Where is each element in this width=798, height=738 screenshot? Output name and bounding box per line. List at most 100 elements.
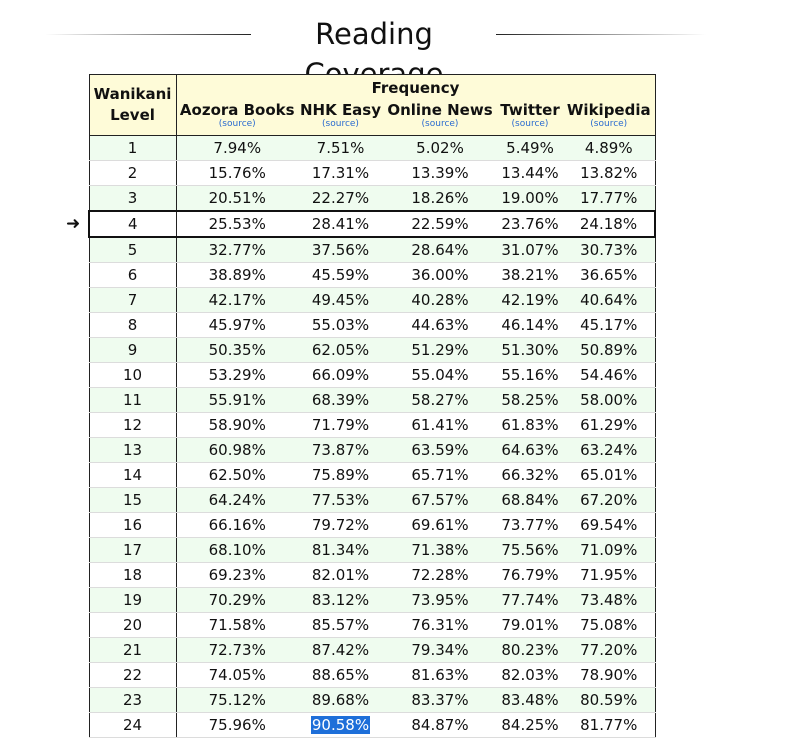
coverage-value: 30.73% [580, 241, 638, 259]
coverage-value: 72.28% [411, 566, 469, 584]
table-row: 19 70.29% 83.12% 73.95% 77.74% 73.48% [88, 587, 656, 613]
coverage-cell: 80.23% [497, 637, 563, 663]
coverage-cell: 40.64% [563, 287, 656, 313]
coverage-value: 66.09% [311, 366, 370, 384]
coverage-cell: 7.51% [298, 135, 383, 161]
coverage-value: 45.17% [580, 316, 638, 334]
coverage-cell: 44.63% [383, 312, 497, 338]
source-link[interactable]: (source) [511, 119, 549, 129]
coverage-value: 32.77% [208, 241, 266, 259]
coverage-cell: 74.05% [176, 662, 298, 688]
coverage-cell: 58.90% [176, 412, 298, 438]
source-header-online-news: Online News (source) [383, 101, 497, 136]
source-link[interactable]: (source) [218, 119, 256, 129]
coverage-cell: 13.44% [497, 160, 563, 186]
coverage-value: 71.79% [311, 416, 370, 434]
coverage-value: 54.46% [580, 366, 638, 384]
coverage-cell: 15.76% [176, 160, 298, 186]
coverage-value: 17.77% [580, 189, 638, 207]
coverage-value: 13.39% [411, 164, 469, 182]
table-row: 17 68.10% 81.34% 71.38% 75.56% 71.09% [88, 537, 656, 563]
coverage-cell: 77.74% [497, 587, 563, 613]
coverage-value: 60.98% [208, 441, 266, 459]
coverage-value: 67.57% [411, 491, 469, 509]
coverage-value: 61.29% [580, 416, 638, 434]
source-link[interactable]: (source) [322, 119, 359, 129]
coverage-cell: 38.89% [176, 262, 298, 288]
coverage-value: 64.63% [501, 441, 559, 459]
coverage-cell: 61.41% [383, 412, 497, 438]
coverage-value: 42.19% [501, 291, 559, 309]
coverage-cell: 82.01% [298, 562, 383, 588]
coverage-value: 64.24% [208, 491, 266, 509]
source-name: Wikipedia [566, 101, 651, 119]
title-divider-right [496, 34, 706, 35]
coverage-cell: 72.73% [176, 637, 298, 663]
coverage-cell: 81.77% [563, 712, 656, 738]
coverage-value: 42.17% [208, 291, 266, 309]
table-row: 13 60.98% 73.87% 63.59% 64.63% 63.24% [88, 437, 656, 463]
coverage-value: 13.44% [501, 164, 559, 182]
coverage-value: 71.58% [208, 616, 266, 634]
coverage-value: 70.29% [208, 591, 266, 609]
coverage-value: 24.18% [579, 215, 638, 233]
coverage-value: 66.32% [501, 466, 559, 484]
coverage-cell: 38.21% [497, 262, 563, 288]
coverage-value: 53.29% [208, 366, 266, 384]
coverage-value: 79.34% [411, 641, 469, 659]
source-name: NHK Easy [299, 101, 382, 119]
table-row: 3 20.51% 22.27% 18.26% 19.00% 17.77% [88, 185, 656, 212]
coverage-value: 77.74% [501, 591, 559, 609]
coverage-cell: 87.42% [298, 637, 383, 663]
coverage-cell: 61.83% [497, 412, 563, 438]
source-name: Twitter [500, 101, 560, 119]
coverage-cell: 64.63% [497, 437, 563, 463]
coverage-cell: 58.27% [383, 387, 497, 413]
table-row: 12 58.90% 71.79% 61.41% 61.83% 61.29% [88, 412, 656, 438]
coverage-value: 63.24% [580, 441, 638, 459]
coverage-cell: 83.12% [298, 587, 383, 613]
coverage-cell: 66.16% [176, 512, 298, 538]
coverage-value: 58.90% [208, 416, 266, 434]
coverage-value: 81.63% [411, 666, 469, 684]
coverage-cell: 73.87% [298, 437, 383, 463]
coverage-cell: 55.16% [497, 362, 563, 388]
coverage-value: 72.73% [208, 641, 266, 659]
coverage-value: 84.25% [501, 716, 559, 734]
source-header-wikipedia: Wikipedia (source) [563, 101, 656, 136]
coverage-value: 65.71% [411, 466, 469, 484]
coverage-cell: 30.73% [563, 237, 656, 263]
coverage-value: 66.16% [208, 516, 266, 534]
coverage-cell: 66.32% [497, 462, 563, 488]
level-cell: 19 [88, 587, 177, 613]
coverage-cell: 25.53% [176, 210, 298, 238]
coverage-value: 55.91% [208, 391, 266, 409]
coverage-cell: 36.00% [383, 262, 497, 288]
coverage-cell: 67.20% [563, 487, 656, 513]
level-cell: 1 [88, 135, 177, 161]
coverage-value: 40.28% [411, 291, 469, 309]
level-cell: 8 [88, 312, 177, 338]
coverage-cell: 23.76% [497, 210, 563, 238]
coverage-value: 38.21% [501, 266, 559, 284]
coverage-value: 84.87% [411, 716, 469, 734]
source-link[interactable]: (source) [421, 119, 459, 129]
coverage-cell: 22.59% [383, 210, 497, 238]
coverage-value: 20.51% [208, 189, 266, 207]
source-link[interactable]: (source) [590, 119, 628, 129]
level-cell: 9 [88, 337, 177, 363]
table-row: 7 42.17% 49.45% 40.28% 42.19% 40.64% [88, 287, 656, 313]
coverage-value: 82.03% [501, 666, 559, 684]
level-cell: 18 [88, 562, 177, 588]
coverage-cell: 24.18% [563, 210, 656, 238]
coverage-cell: 73.95% [383, 587, 497, 613]
table-row: 1 7.94% 7.51% 5.02% 5.49% 4.89% [88, 135, 656, 161]
coverage-cell: 17.31% [298, 160, 383, 186]
coverage-value: 67.20% [580, 491, 638, 509]
coverage-cell: 28.41% [298, 210, 383, 238]
coverage-cell: 55.03% [298, 312, 383, 338]
coverage-value: 55.16% [501, 366, 559, 384]
level-cell: 6 [88, 262, 177, 288]
level-cell: 22 [88, 662, 177, 688]
coverage-value: 23.76% [501, 215, 559, 233]
